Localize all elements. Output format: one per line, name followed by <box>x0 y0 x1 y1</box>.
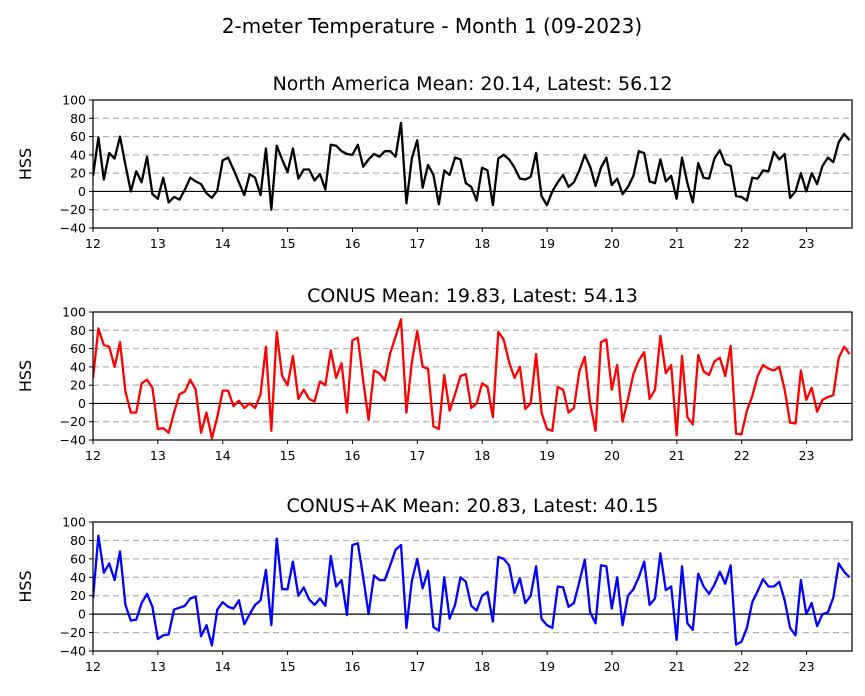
x-tick-label: 19 <box>539 448 555 463</box>
x-tick-label: 16 <box>345 659 361 674</box>
x-tick-label: 17 <box>409 448 425 463</box>
series-line <box>93 121 851 211</box>
y-tick-label: 40 <box>70 147 86 162</box>
x-tick-label: 16 <box>345 236 361 251</box>
x-tick-label: 20 <box>604 236 620 251</box>
y-tick-label: −20 <box>60 202 86 217</box>
chart-panel-conus: CONUS Mean: 19.83, Latest: 54.13 −40 −20 0 2… <box>16 285 853 463</box>
series-line <box>93 318 851 440</box>
y-tick-label: −40 <box>60 644 86 659</box>
x-tick-label: 12 <box>85 236 101 251</box>
y-tick-label: 0 <box>78 607 86 622</box>
chart-panel-conus-ak: CONUS+AK Mean: 20.83, Latest: 40.15 −40 −2… <box>16 495 853 674</box>
chart-title: CONUS+AK Mean: 20.83, Latest: 40.15 <box>286 495 658 517</box>
x-tick-label: 18 <box>474 448 490 463</box>
x-tick-label: 17 <box>409 236 425 251</box>
y-tick-label: 100 <box>62 515 86 530</box>
axes-frame <box>92 99 853 229</box>
x-tick-label: 18 <box>474 659 490 674</box>
chart-title: CONUS Mean: 19.83, Latest: 54.13 <box>307 285 638 307</box>
y-tick-label: 40 <box>70 359 86 374</box>
y-tick-label: 60 <box>70 341 86 356</box>
y-tick-label: −40 <box>60 221 86 236</box>
y-tick-label: 60 <box>70 129 86 144</box>
y-tick-label: 20 <box>70 378 86 393</box>
y-tick-label: 20 <box>70 588 86 603</box>
figure-suptitle: 2-meter Temperature - Month 1 (09-2023) <box>222 14 642 38</box>
y-tick-label: −20 <box>60 414 86 429</box>
y-tick-label: 100 <box>62 93 86 108</box>
x-tick-label: 13 <box>150 659 166 674</box>
y-tick-label: 0 <box>78 184 86 199</box>
x-tick-label: 23 <box>799 659 815 674</box>
axes-frame <box>92 521 853 652</box>
y-tick-label: −40 <box>60 433 86 448</box>
x-tick-label: 19 <box>539 659 555 674</box>
x-tick-label: 12 <box>85 448 101 463</box>
x-tick-label: 21 <box>669 659 685 674</box>
chart-panels: North America Mean: 20.14, Latest: 56.12… <box>16 73 853 674</box>
x-tick-label: 18 <box>474 236 490 251</box>
x-tick-label: 20 <box>604 448 620 463</box>
x-tick-label: 13 <box>150 448 166 463</box>
y-tick-label: 80 <box>70 111 86 126</box>
y-axis-label: HSS <box>16 148 35 180</box>
chart-title: North America Mean: 20.14, Latest: 56.12 <box>273 73 673 95</box>
x-tick-label: 20 <box>604 659 620 674</box>
x-tick-label: 23 <box>799 448 815 463</box>
y-tick-label: −20 <box>60 625 86 640</box>
y-axis-label: HSS <box>16 570 35 602</box>
x-tick-label: 22 <box>734 659 750 674</box>
axes-frame <box>92 311 853 441</box>
series-line <box>93 534 851 647</box>
x-tick-label: 16 <box>345 448 361 463</box>
x-tick-label: 21 <box>669 448 685 463</box>
x-tick-label: 15 <box>280 448 296 463</box>
y-tick-label: 100 <box>62 305 86 320</box>
x-tick-label: 14 <box>215 659 231 674</box>
x-tick-label: 17 <box>409 659 425 674</box>
y-tick-label: 60 <box>70 551 86 566</box>
y-axis-label: HSS <box>16 360 35 392</box>
x-tick-label: 21 <box>669 236 685 251</box>
x-tick-label: 15 <box>280 659 296 674</box>
x-tick-label: 22 <box>734 236 750 251</box>
x-tick-label: 15 <box>280 236 296 251</box>
x-tick-label: 14 <box>215 236 231 251</box>
chart-panel-north-america: North America Mean: 20.14, Latest: 56.12… <box>16 73 853 251</box>
x-tick-label: 12 <box>85 659 101 674</box>
x-tick-label: 22 <box>734 448 750 463</box>
y-tick-label: 80 <box>70 533 86 548</box>
y-tick-label: 80 <box>70 323 86 338</box>
y-tick-label: 0 <box>78 396 86 411</box>
y-tick-label: 20 <box>70 166 86 181</box>
x-tick-label: 23 <box>799 236 815 251</box>
x-tick-label: 19 <box>539 236 555 251</box>
x-tick-label: 13 <box>150 236 166 251</box>
y-tick-label: 40 <box>70 570 86 585</box>
x-tick-label: 14 <box>215 448 231 463</box>
